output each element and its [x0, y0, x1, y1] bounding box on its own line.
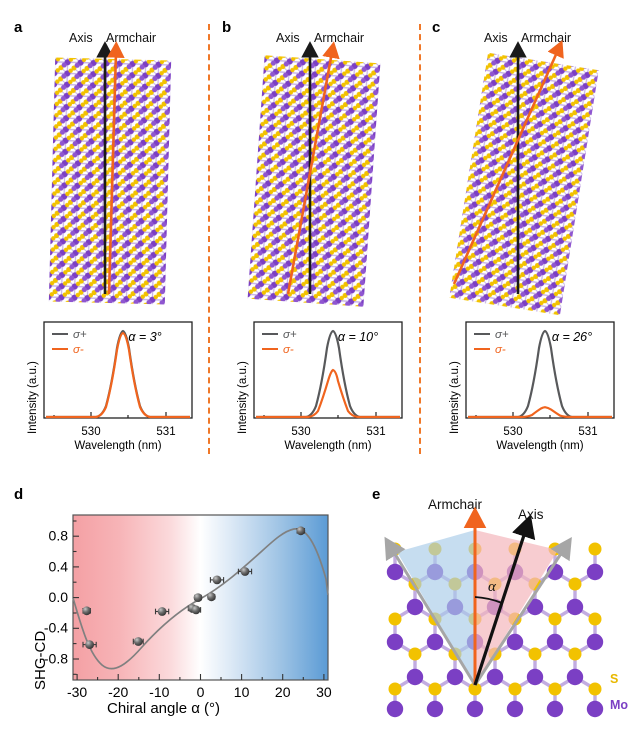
data-point	[240, 567, 250, 576]
panel-d-xtick-0: -30	[67, 684, 87, 700]
panel-d-ytick-0: 0.8	[49, 528, 69, 544]
panel-d-xtick-4: 10	[234, 684, 250, 700]
panel-c-xtick-530: 530	[503, 426, 522, 438]
panel-a-spectrum: Intensity (a.u.) 530 531 σ+ σ- α = 3° Wa…	[14, 318, 204, 458]
panel-a-armchair-arrow	[106, 41, 125, 295]
panel-b-sigma-minus-curve	[256, 368, 400, 419]
panel-d-data-points	[82, 526, 306, 649]
panel-letter-e: e	[372, 486, 381, 503]
panel-c-sigma-plus-curve	[468, 329, 612, 419]
data-point	[212, 575, 222, 585]
panel-b-armchair-arrow	[286, 41, 340, 295]
panel-a-structure: Axis Armchair	[12, 16, 208, 306]
panel-c-alpha-annotation: α = 26°	[552, 330, 592, 344]
panel-c-armchair-label: Armchair	[521, 31, 571, 45]
panel-d-ytick-1: 0.4	[49, 558, 69, 574]
panel-separator-bc	[419, 24, 421, 454]
panel-a-spectrum-xlabel: Wavelength (nm)	[74, 440, 162, 452]
panel-e-lattice: Armchair Axis	[368, 487, 640, 729]
panel-c-legend-sigma-minus: σ-	[495, 344, 506, 356]
panel-e-axis-label: Axis	[518, 507, 544, 522]
panel-c-spectrum-ylabel: Intensity (a.u.)	[449, 361, 461, 434]
panel-letter-c: c	[432, 19, 441, 36]
panel-b-structure: Axis Armchair	[222, 16, 418, 307]
data-point	[207, 592, 216, 602]
panel-b-sigma-plus-curve	[256, 329, 400, 419]
panel-separator-ab	[208, 24, 210, 454]
panel-d-xtick-5: 20	[275, 684, 291, 700]
panel-a-xtick-530: 530	[81, 426, 100, 438]
panel-b-alpha-annotation: α = 10°	[338, 330, 378, 344]
panel-e-wedge-right	[475, 530, 558, 685]
panel-e-guide-arrow-right	[473, 536, 572, 686]
panel-b-axis-label: Axis	[276, 31, 300, 45]
panel-b-legend-sigma-plus: σ+	[283, 329, 297, 341]
panel-a-armchair-label: Armchair	[106, 31, 156, 45]
panel-b-spectrum-ylabel: Intensity (a.u.)	[237, 361, 249, 434]
data-point	[157, 607, 167, 616]
panel-c-axis-label: Axis	[484, 31, 508, 45]
panel-d-ytick-3: -0.4	[44, 620, 68, 636]
data-point	[191, 605, 201, 615]
panel-a-xtick-531: 531	[156, 426, 175, 438]
panel-e-alpha-label: α	[488, 579, 497, 595]
panel-d-xtick-2: -10	[149, 684, 169, 700]
panel-e-key-s: S	[610, 672, 618, 686]
panel-letter-a: a	[14, 19, 23, 36]
panel-a-spectrum-ylabel: Intensity (a.u.)	[27, 361, 39, 434]
panel-b-legend-sigma-minus: σ-	[283, 344, 294, 356]
data-point	[296, 526, 306, 536]
panel-d-ylabel: SHG-CD	[32, 630, 49, 690]
panel-b-xtick-531: 531	[366, 426, 385, 438]
panel-e-key-mo: Mo	[610, 698, 628, 712]
panel-d-xlabel: Chiral angle α (°)	[107, 700, 221, 717]
panel-d-xtick-1: -20	[108, 684, 128, 700]
panel-letter-b: b	[222, 19, 232, 36]
panel-d-ytick-4: -0.8	[44, 650, 68, 666]
data-point	[85, 640, 94, 649]
panel-d-xtick-3: 0	[197, 684, 205, 700]
panel-b-spectrum: Intensity (a.u.) 530 531 σ+ σ- α = 10° W…	[224, 318, 414, 458]
panel-c-spectrum-xlabel: Wavelength (nm)	[496, 440, 584, 452]
panel-c-legend-sigma-plus: σ+	[495, 329, 509, 341]
panel-d-chart: SHG-CD	[10, 495, 350, 729]
panel-b-armchair-label: Armchair	[314, 31, 364, 45]
panel-c-armchair-arrow	[452, 40, 564, 285]
panel-a-legend-sigma-minus: σ-	[73, 344, 84, 356]
panel-c-xtick-531: 531	[578, 426, 597, 438]
data-point	[82, 606, 92, 616]
panel-e-axis-arrow	[473, 514, 536, 686]
panel-b-spectrum-xlabel: Wavelength (nm)	[284, 440, 372, 452]
panel-a-alpha-annotation: α = 3°	[128, 330, 161, 344]
panel-a-legend-sigma-plus: σ+	[73, 329, 87, 341]
panel-d-xtick-6: 30	[316, 684, 332, 700]
panel-e-wedge-left	[397, 530, 475, 685]
panel-a-sigma-minus-curve	[46, 331, 190, 419]
data-point	[133, 637, 143, 646]
panel-e-armchair-label: Armchair	[428, 497, 483, 512]
panel-c-spectrum: Intensity (a.u.) 530 531 σ+ σ- α = 26° W…	[436, 318, 628, 458]
panel-c-structure: Axis Armchair	[432, 16, 632, 316]
panel-e-alpha-arc	[474, 596, 503, 604]
panel-letter-d: d	[14, 486, 24, 503]
panel-c-sigma-minus-curve	[468, 406, 612, 419]
panel-b-xtick-530: 530	[291, 426, 310, 438]
data-point	[193, 593, 203, 602]
panel-e-guide-arrow-left	[384, 536, 477, 686]
panel-a-axis-label: Axis	[69, 31, 93, 45]
panel-d-ytick-2: 0.0	[49, 589, 69, 605]
